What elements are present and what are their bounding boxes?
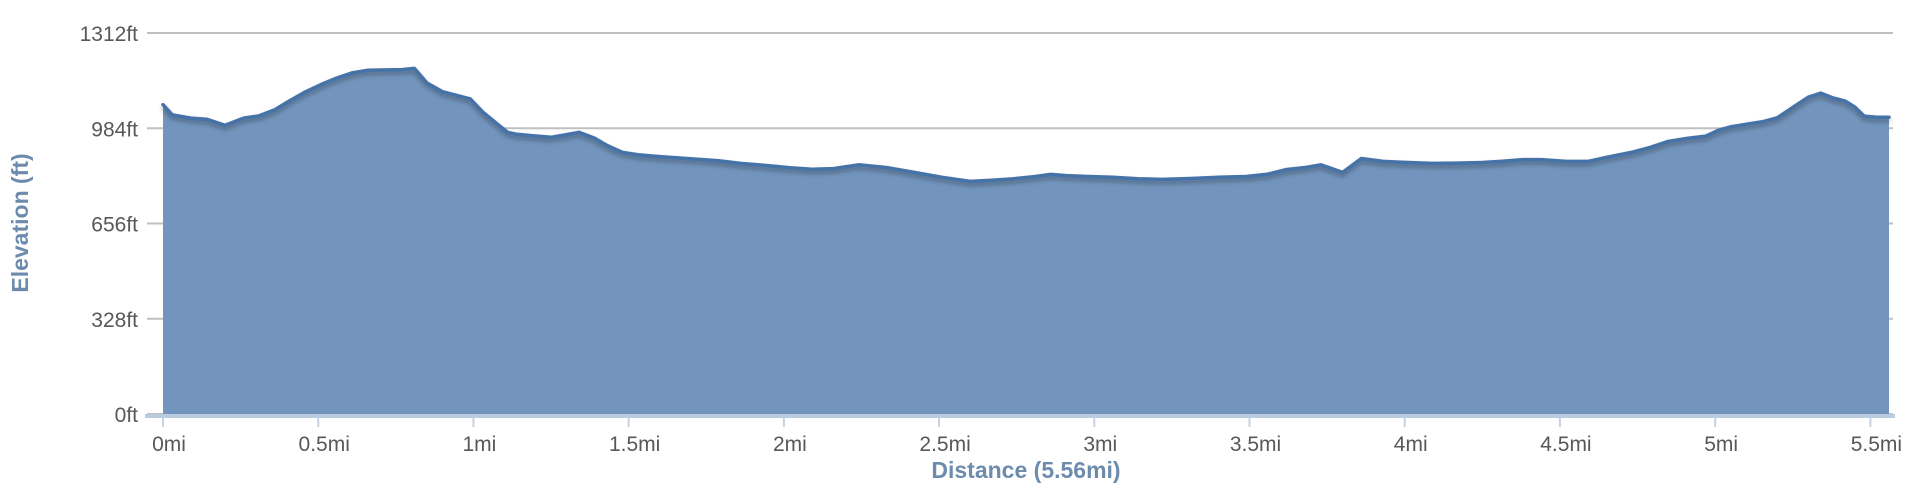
elevation-area-series — [161, 66, 1891, 415]
y-tick-label-328ft: 328ft — [91, 309, 138, 332]
y-tick-label-1312ft: 1312ft — [80, 23, 139, 46]
x-axis-line-and-ticks — [145, 414, 1895, 427]
x-tick-label-4mi: 4mi — [1394, 433, 1428, 456]
x-tick-label-2.5mi: 2.5mi — [919, 433, 970, 456]
y-axis-tick-labels: 0ft 328ft 656ft 984ft 1312ft — [80, 23, 139, 427]
y-axis-title: Elevation (ft) — [7, 153, 33, 292]
x-tick-label-5.5mi: 5.5mi — [1851, 433, 1902, 456]
x-axis-tick-labels: 0mi 0.5mi 1mi 1.5mi 2mi 2.5mi 3mi 3.5mi 4mi 4.5mi… — [152, 433, 1902, 456]
y-tick-label-656ft: 656ft — [91, 214, 138, 237]
x-tick-label-0mi: 0mi — [152, 433, 186, 456]
y-tick-label-0ft: 0ft — [115, 404, 139, 427]
x-tick-label-4.5mi: 4.5mi — [1540, 433, 1591, 456]
x-tick-label-3mi: 3mi — [1083, 433, 1117, 456]
elevation-line — [161, 66, 1891, 184]
x-tick-label-0.5mi: 0.5mi — [299, 433, 350, 456]
elevation-area-fill[interactable] — [163, 68, 1889, 415]
x-tick-label-3.5mi: 3.5mi — [1230, 433, 1281, 456]
x-tick-label-2mi: 2mi — [773, 433, 807, 456]
x-tick-label-1.5mi: 1.5mi — [609, 433, 660, 456]
x-tick-label-1mi: 1mi — [463, 433, 497, 456]
y-tick-label-984ft: 984ft — [91, 118, 138, 141]
x-axis-title: Distance (5.56mi) — [931, 457, 1120, 483]
x-tick-label-5mi: 5mi — [1704, 433, 1738, 456]
